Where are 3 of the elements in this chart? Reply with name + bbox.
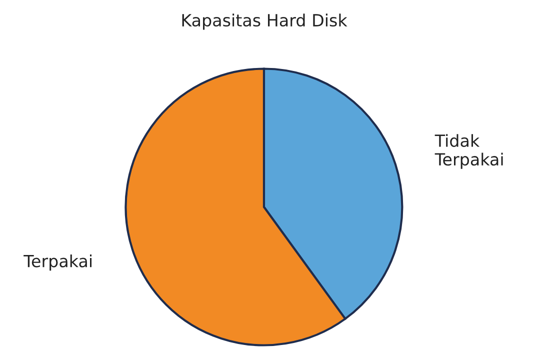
chart-title: Kapasitas Hard Disk (182, 14, 348, 30)
slice-label: Terpakai (24, 254, 92, 271)
slice-label: Tidak Terpakai (434, 134, 503, 169)
